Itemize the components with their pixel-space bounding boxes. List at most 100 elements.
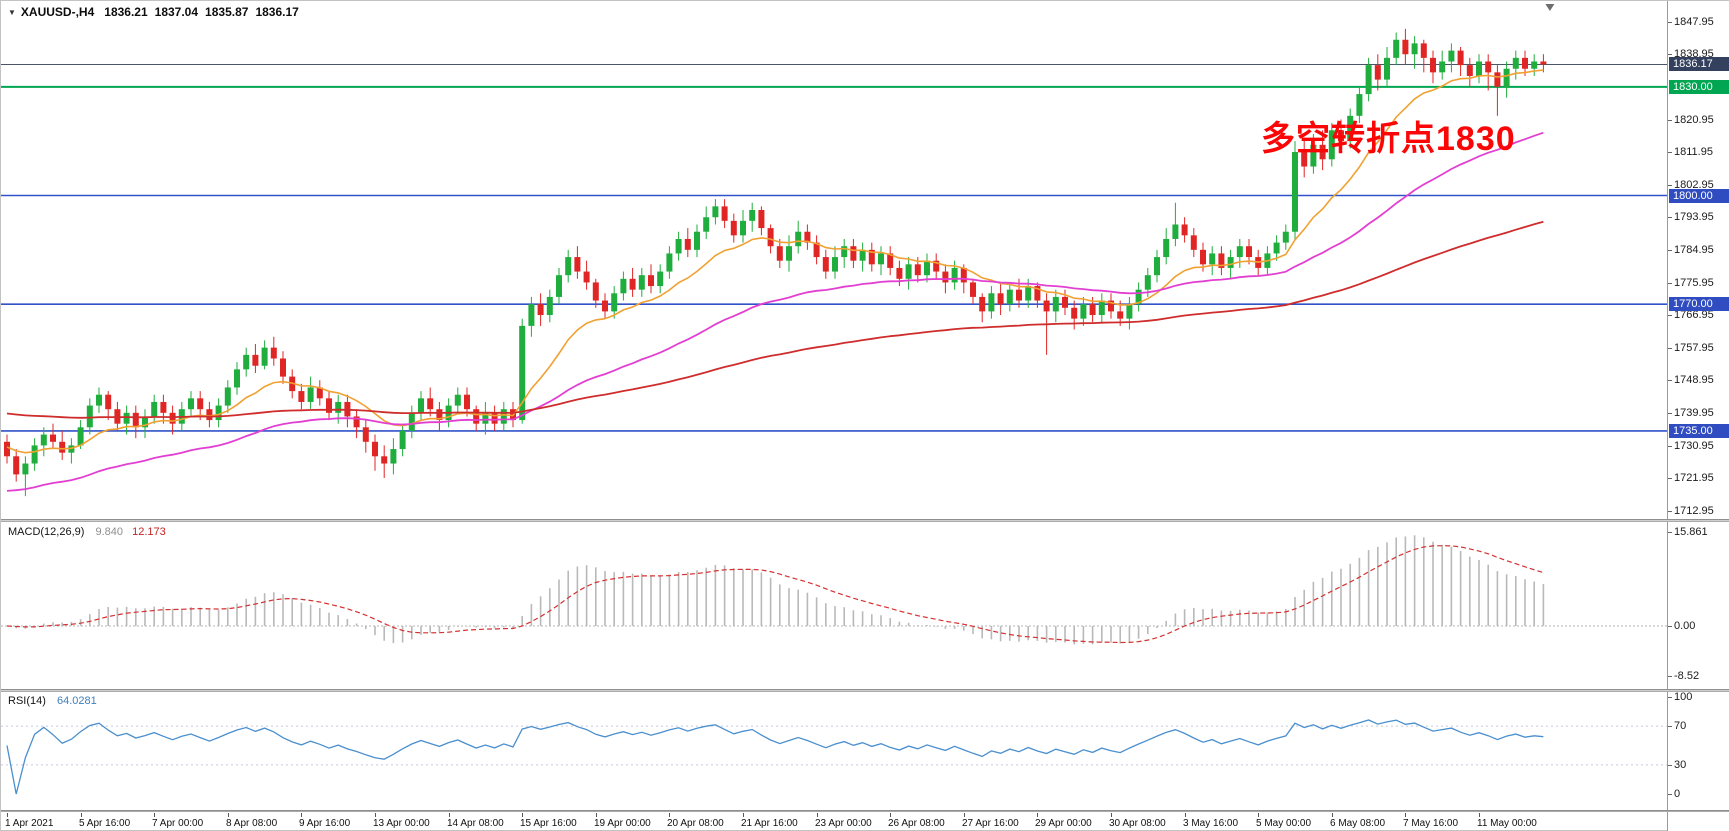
- quote-low: 1835.87: [205, 5, 249, 19]
- axis-tick-mark: [1668, 380, 1672, 381]
- time-tick-label: 6 May 08:00: [1330, 818, 1386, 829]
- time-tick-mark: [375, 813, 376, 817]
- time-tick-mark: [743, 813, 744, 817]
- price-tick-label: 1757.95: [1674, 342, 1714, 354]
- time-tick-mark: [1111, 813, 1112, 817]
- price-tick-label: 1721.95: [1674, 472, 1714, 484]
- time-tick-label: 15 Apr 16:00: [520, 818, 577, 829]
- time-axis[interactable]: 1 Apr 2021 5 Apr 16:00 7 Apr 00:00 8 Apr 08…: [1, 813, 1667, 831]
- price-line-badge: 1830.00: [1669, 80, 1729, 94]
- time-tick-mark: [596, 813, 597, 817]
- price-axis[interactable]: 1847.95 1838.95 1820.95 1811.95 1802.95 1793.…: [1667, 1, 1729, 831]
- macd-indicator-label: MACD(12,26,9) 9.840 12.173: [8, 526, 166, 538]
- axis-tick-mark: [1668, 413, 1672, 414]
- chart-title: ▼ XAUUSD-,H4 1836.21 1837.04 1835.87 183…: [8, 5, 306, 19]
- axis-tick-mark: [1668, 315, 1672, 316]
- time-tick-mark: [964, 813, 965, 817]
- time-tick-mark: [669, 813, 670, 817]
- time-tick-label: 9 Apr 16:00: [299, 818, 351, 829]
- axis-tick-mark: [1668, 478, 1672, 479]
- time-tick-label: 29 Apr 00:00: [1035, 818, 1092, 829]
- time-tick-label: 5 Apr 16:00: [79, 818, 131, 829]
- rsi-indicator-label: RSI(14) 64.0281: [8, 695, 97, 707]
- rsi-name: RSI(14): [8, 695, 46, 707]
- quote-open: 1836.21: [104, 5, 148, 19]
- axis-tick-mark: [1668, 697, 1672, 698]
- axis-tick-mark: [1668, 511, 1672, 512]
- time-tick-mark: [1258, 813, 1259, 817]
- panel-separator-macd-rsi[interactable]: [1, 689, 1729, 692]
- time-tick-mark: [1332, 813, 1333, 817]
- axis-tick-mark: [1668, 217, 1672, 218]
- time-tick-label: 26 Apr 08:00: [888, 818, 945, 829]
- time-tick-label: 11 May 00:00: [1477, 818, 1537, 829]
- price-line-badge: 1735.00: [1669, 424, 1729, 438]
- price-tick-label: 1730.95: [1674, 440, 1714, 452]
- time-tick-mark: [1479, 813, 1480, 817]
- time-tick-mark: [154, 813, 155, 817]
- time-tick-label: 13 Apr 00:00: [373, 818, 430, 829]
- price-line-badge: 1770.00: [1669, 297, 1729, 311]
- price-tick-label: 1712.95: [1674, 505, 1714, 517]
- time-tick-label: 14 Apr 08:00: [447, 818, 504, 829]
- quote-close: 1836.17: [255, 5, 299, 19]
- axis-tick-mark: [1668, 532, 1672, 533]
- price-tick-label: 1775.95: [1674, 277, 1714, 289]
- panel-separator-rsi-timeaxis[interactable]: [1, 810, 1729, 812]
- axis-tick-mark: [1668, 185, 1672, 186]
- time-tick-label: 3 May 16:00: [1183, 818, 1239, 829]
- chart-shift-marker-icon: [1545, 4, 1555, 11]
- price-line-badge: 1836.17: [1669, 57, 1729, 71]
- chart-menu-arrow-icon[interactable]: ▼: [8, 7, 16, 17]
- symbol-timeframe-label: XAUUSD-,H4: [20, 5, 95, 19]
- time-tick-label: 1 Apr 2021: [5, 818, 54, 829]
- axis-tick-mark: [1668, 676, 1672, 677]
- axis-tick-mark: [1668, 626, 1672, 627]
- rsi-tick-label: 100: [1674, 691, 1693, 703]
- time-tick-mark: [7, 813, 8, 817]
- axis-tick-mark: [1668, 152, 1672, 153]
- macd-tick-label: 0.00: [1674, 620, 1696, 632]
- time-tick-mark: [449, 813, 450, 817]
- time-tick-label: 19 Apr 00:00: [594, 818, 651, 829]
- axis-tick-mark: [1668, 765, 1672, 766]
- price-tick-label: 1784.95: [1674, 244, 1714, 256]
- rsi-tick-label: 30: [1674, 759, 1687, 771]
- macd-tick-label: 15.861: [1674, 526, 1708, 538]
- price-tick-label: 1820.95: [1674, 114, 1714, 126]
- time-tick-label: 27 Apr 16:00: [962, 818, 1019, 829]
- rsi-tick-label: 70: [1674, 720, 1687, 732]
- time-tick-label: 7 May 16:00: [1403, 818, 1459, 829]
- time-tick-label: 20 Apr 08:00: [667, 818, 724, 829]
- time-tick-mark: [1037, 813, 1038, 817]
- axis-tick-mark: [1668, 283, 1672, 284]
- price-tick-label: 1847.95: [1674, 16, 1714, 28]
- time-tick-label: 7 Apr 00:00: [152, 818, 204, 829]
- price-tick-label: 1811.95: [1674, 146, 1713, 158]
- rsi-tick-label: 0: [1674, 788, 1681, 800]
- chart-annotation-text: 多空转折点1830: [1261, 120, 1516, 158]
- panel-separator-main-macd[interactable]: [1, 519, 1729, 522]
- price-tick-label: 1739.95: [1674, 407, 1714, 419]
- time-tick-label: 21 Apr 16:00: [741, 818, 798, 829]
- macd-signal-value: 12.173: [132, 526, 166, 538]
- axis-tick-mark: [1668, 54, 1672, 55]
- time-tick-label: 5 May 00:00: [1256, 818, 1312, 829]
- macd-main-value: 9.840: [95, 526, 124, 538]
- price-tick-label: 1793.95: [1674, 211, 1714, 223]
- axis-tick-mark: [1668, 794, 1672, 795]
- price-line-badge: 1800.00: [1669, 189, 1729, 203]
- axis-tick-mark: [1668, 250, 1672, 251]
- axis-tick-mark: [1668, 120, 1672, 121]
- time-tick-mark: [522, 813, 523, 817]
- price-tick-label: 1748.95: [1674, 374, 1714, 386]
- quote-high: 1837.04: [154, 5, 199, 19]
- axis-tick-mark: [1668, 726, 1672, 727]
- time-tick-mark: [81, 813, 82, 817]
- axis-tick-mark: [1668, 348, 1672, 349]
- time-tick-mark: [817, 813, 818, 817]
- time-tick-label: 30 Apr 08:00: [1109, 818, 1166, 829]
- price-tick-label: 1766.95: [1674, 309, 1714, 321]
